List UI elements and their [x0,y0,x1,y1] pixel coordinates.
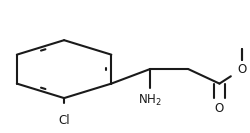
Text: O: O [215,102,224,115]
Text: NH$_2$: NH$_2$ [138,93,162,108]
Text: O: O [237,63,246,76]
Text: Cl: Cl [58,114,70,127]
